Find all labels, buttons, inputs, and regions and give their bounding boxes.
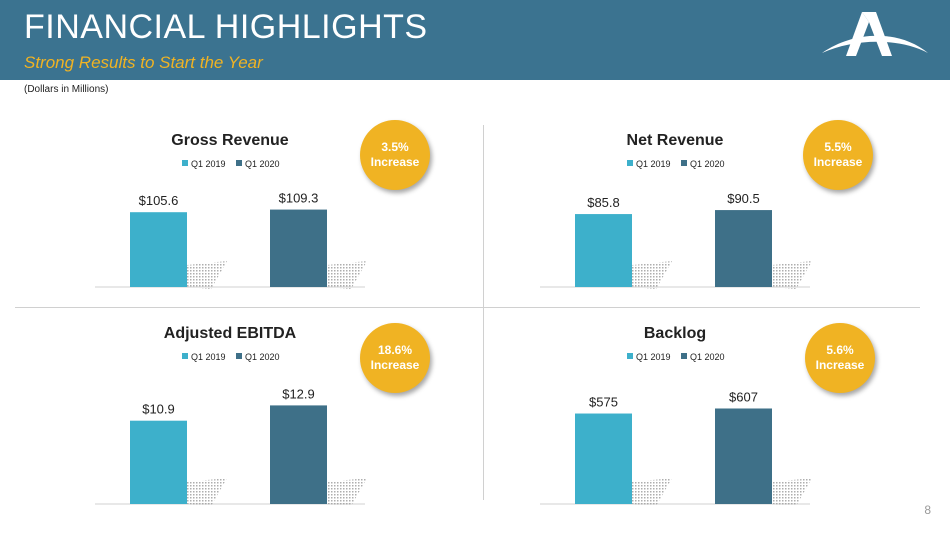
data-label: $575 — [589, 395, 618, 410]
horizontal-divider — [15, 307, 920, 308]
bar-q1-2020 — [715, 210, 772, 287]
bar-shadow — [632, 478, 672, 506]
badge-label: Increase — [370, 155, 420, 169]
data-label: $12.9 — [282, 386, 315, 401]
chart-title: Net Revenue — [627, 132, 724, 149]
bar-shadow — [632, 261, 672, 289]
data-label: $10.9 — [142, 402, 175, 417]
legend-swatch — [236, 353, 242, 359]
chart-title: Gross Revenue — [171, 132, 288, 149]
badge-percent: 3.5% — [381, 140, 409, 154]
legend-swatch — [681, 353, 687, 359]
header-banner: FINANCIAL HIGHLIGHTS Strong Results to S… — [0, 0, 950, 80]
increase-badge: 18.6% Increase — [360, 323, 430, 393]
bar-shadow — [187, 478, 227, 506]
bar-q1-2019 — [130, 212, 187, 287]
legend-label: Q1 2020 — [690, 352, 725, 362]
chart-panel-adjusted-ebitda: Adjusted EBITDA Q1 2019 Q1 2020 $10.9 $12.9 … — [40, 308, 480, 523]
bar-shadow — [187, 261, 227, 289]
vertical-divider — [483, 125, 484, 500]
units-note: (Dollars in Millions) — [24, 84, 109, 95]
page-title: FINANCIAL HIGHLIGHTS — [24, 8, 428, 46]
adjusted-ebitda-chart: Adjusted EBITDA Q1 2019 Q1 2020 $10.9 $12.9 — [95, 325, 367, 506]
legend-label: Q1 2019 — [191, 352, 226, 362]
gross-revenue-chart: Gross Revenue Q1 2019 Q1 2020 $105.6 $109.3 — [95, 132, 367, 289]
bar-shadow — [772, 261, 812, 289]
chart-title: Adjusted EBITDA — [164, 325, 297, 342]
badge-percent: 5.5% — [824, 140, 852, 154]
chart-panel-net-revenue: Net Revenue Q1 2019 Q1 2020 $85.8 $90.5 5.5%… — [485, 90, 925, 305]
badge-label: Increase — [370, 358, 420, 372]
data-label: $85.8 — [587, 195, 620, 210]
badge-percent: 5.6% — [826, 343, 854, 357]
data-label: $607 — [729, 389, 758, 404]
legend-label: Q1 2020 — [690, 159, 725, 169]
legend-swatch — [681, 160, 687, 166]
legend-label: Q1 2019 — [191, 159, 226, 169]
data-label: $109.3 — [279, 191, 319, 206]
legend-swatch — [627, 353, 633, 359]
legend-label: Q1 2019 — [636, 352, 671, 362]
increase-badge: 5.5% Increase — [803, 120, 873, 190]
bar-shadow — [327, 478, 367, 506]
page-number: 8 — [924, 503, 931, 517]
legend-label: Q1 2020 — [245, 159, 280, 169]
bar-q1-2019 — [130, 420, 187, 504]
increase-badge: 5.6% Increase — [805, 323, 875, 393]
bar-q1-2020 — [270, 405, 327, 504]
backlog-chart: Backlog Q1 2019 Q1 2020 $575 $607 — [540, 325, 812, 506]
data-label: $90.5 — [727, 191, 760, 206]
legend-swatch — [236, 160, 242, 166]
legend-label: Q1 2019 — [636, 159, 671, 169]
legend-swatch — [627, 160, 633, 166]
bar-shadow — [327, 261, 367, 289]
bar-q1-2019 — [575, 413, 632, 504]
net-revenue-chart: Net Revenue Q1 2019 Q1 2020 $85.8 $90.5 — [540, 132, 812, 289]
chart-title: Backlog — [644, 325, 706, 342]
legend-label: Q1 2020 — [245, 352, 280, 362]
increase-badge: 3.5% Increase — [360, 120, 430, 190]
badge-percent: 18.6% — [377, 343, 413, 357]
legend-swatch — [182, 160, 188, 166]
bar-q1-2020 — [270, 209, 327, 287]
company-logo-icon — [822, 12, 928, 56]
chart-panel-gross-revenue: Gross Revenue Q1 2019 Q1 2020 $105.6 $109.3 … — [40, 90, 480, 305]
chart-panel-backlog: Backlog Q1 2019 Q1 2020 $575 $607 5.6% Incre… — [485, 308, 925, 523]
bar-q1-2019 — [575, 214, 632, 287]
legend-swatch — [182, 353, 188, 359]
page-subtitle: Strong Results to Start the Year — [24, 53, 263, 72]
bar-shadow — [772, 478, 812, 506]
data-label: $105.6 — [139, 193, 179, 208]
badge-label: Increase — [813, 155, 863, 169]
badge-label: Increase — [815, 358, 865, 372]
bar-q1-2020 — [715, 408, 772, 504]
